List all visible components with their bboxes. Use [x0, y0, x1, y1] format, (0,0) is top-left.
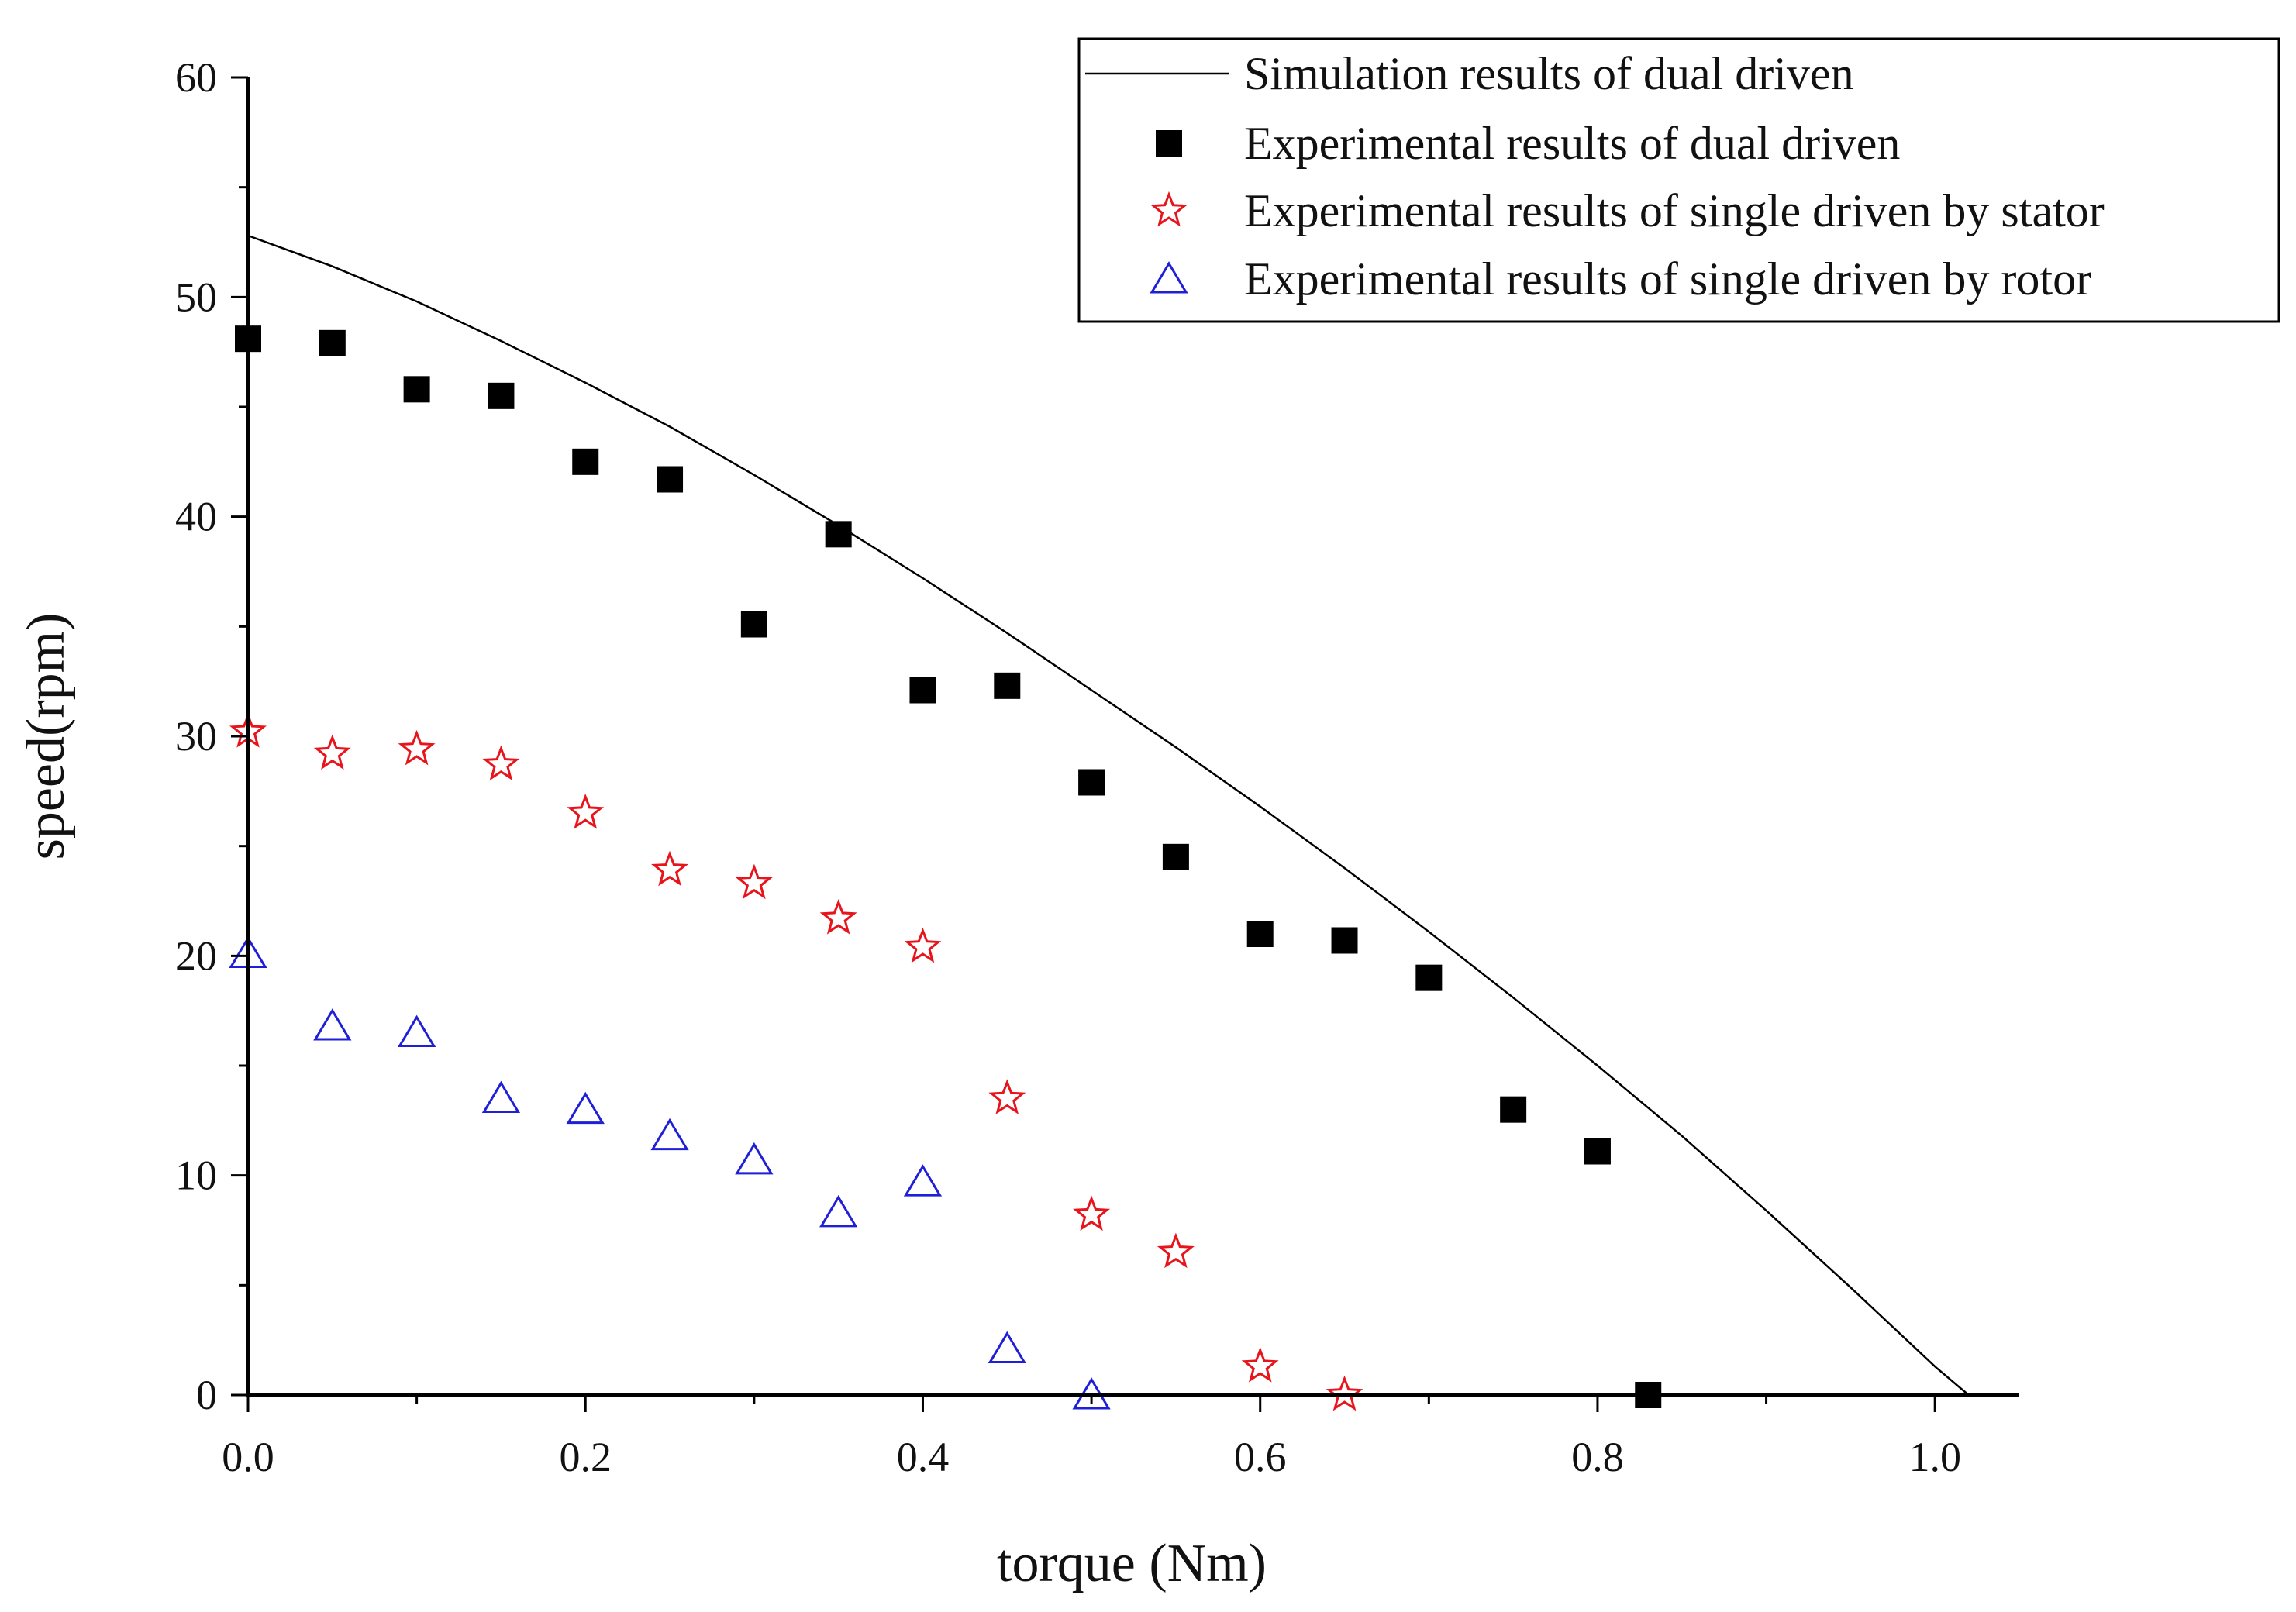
data-point-triangle — [819, 1194, 858, 1228]
legend-marker-square — [1156, 130, 1182, 157]
data-point-star — [735, 863, 773, 900]
data-point-star — [1326, 1375, 1363, 1411]
legend-marker-triangle — [1150, 261, 1188, 294]
x-tick-label: 0.0 — [222, 1434, 274, 1480]
data-point-square — [825, 521, 852, 548]
data-point-square — [1078, 769, 1105, 796]
data-point-square — [488, 382, 515, 409]
data-point-star — [1241, 1347, 1279, 1383]
series-1 — [247, 234, 1970, 1396]
x-tick-label: 0.8 — [1571, 1434, 1624, 1480]
series-layer — [229, 234, 1970, 1411]
y-tick-label: 20 — [175, 932, 217, 979]
data-point-square — [1415, 964, 1443, 991]
data-point-star — [482, 745, 520, 781]
data-point-triangle — [903, 1164, 943, 1197]
data-point-star — [988, 1079, 1026, 1114]
data-point-star — [1157, 1232, 1195, 1269]
data-point-square — [994, 672, 1021, 699]
data-point-star — [904, 927, 942, 963]
legend-label: Experimental results of dual driven — [1244, 118, 1900, 169]
data-point-triangle — [735, 1142, 774, 1175]
data-point-star — [398, 729, 436, 766]
series-4 — [229, 935, 1111, 1410]
y-tick-label: 60 — [175, 54, 217, 101]
y-tick-label: 30 — [175, 713, 217, 760]
data-point-square — [1246, 921, 1274, 947]
data-point-star — [819, 899, 857, 935]
data-point-triangle — [988, 1331, 1026, 1363]
x-tick-label: 1.0 — [1908, 1434, 1961, 1480]
data-point-square — [403, 376, 430, 403]
data-point-star — [1073, 1195, 1111, 1231]
x-tick-label: 0.4 — [897, 1434, 950, 1480]
x-tick-label: 0.2 — [559, 1434, 612, 1480]
data-point-square — [319, 329, 346, 356]
legend-label: Experimental results of single driven by… — [1244, 253, 2091, 305]
data-point-triangle — [397, 1014, 436, 1047]
data-point-triangle — [650, 1118, 689, 1151]
data-point-square — [1331, 927, 1358, 954]
y-tick-label: 50 — [175, 274, 217, 320]
y-tick-label: 10 — [175, 1152, 217, 1199]
data-point-star — [567, 794, 605, 829]
data-point-triangle — [313, 1008, 352, 1041]
data-point-square — [1584, 1138, 1611, 1165]
data-point-square — [740, 611, 767, 638]
y-tick-label: 0 — [196, 1372, 217, 1418]
y-axis-title: speed(rpm) — [16, 613, 76, 860]
data-point-triangle — [566, 1091, 605, 1125]
legend-frame — [1077, 37, 2280, 323]
y-tick-label: 40 — [175, 494, 217, 540]
legend-label: Experimental results of single driven by… — [1244, 185, 2105, 236]
legend: Simulation results of dual driven Experim… — [1077, 37, 2280, 323]
legend-entries: Simulation results of dual driven Experim… — [1085, 48, 2105, 305]
data-point-star — [313, 734, 351, 770]
data-point-star — [651, 850, 688, 887]
legend-label: Simulation results of dual driven — [1244, 48, 1854, 99]
data-point-square — [1162, 843, 1189, 870]
data-point-square — [657, 466, 684, 493]
series-3 — [229, 712, 1363, 1411]
data-point-square — [1500, 1096, 1527, 1123]
axes: 0.0 0.2 0.4 0.6 0.8 1.0 0 10 20 30 40 50 60 — [175, 54, 2019, 1480]
simulation-line — [247, 234, 1970, 1396]
x-axis-title: torque (Nm) — [997, 1534, 1267, 1593]
series-2 — [235, 326, 1662, 1408]
data-point-square — [909, 677, 936, 704]
data-point-triangle — [481, 1080, 521, 1113]
legend-marker-star — [1150, 191, 1188, 227]
data-point-square — [572, 448, 599, 475]
x-tick-label: 0.6 — [1234, 1434, 1287, 1480]
